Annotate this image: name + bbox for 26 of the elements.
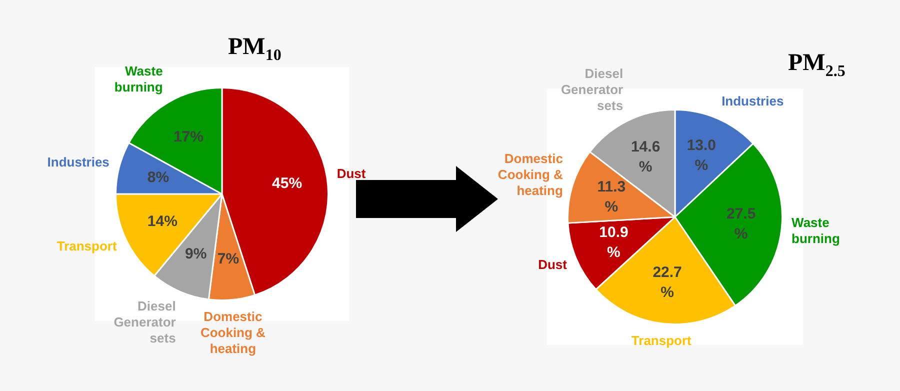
data-label: 9% xyxy=(184,246,207,263)
data-label: 27.5 % xyxy=(726,205,756,242)
slice-label: Industries xyxy=(722,94,784,109)
data-label: 14.6 % xyxy=(630,138,660,176)
slice-label: Domestic Cooking & heating xyxy=(498,151,563,198)
slice-label: Waste burning xyxy=(792,215,840,246)
data-label: 10.9 % xyxy=(599,224,628,261)
slice-label: Dust xyxy=(538,257,568,272)
chart-title: PM$_{2.5}$ xyxy=(788,50,846,81)
data-label: 11.3 % xyxy=(597,178,626,216)
data-label: 22.7 % xyxy=(652,264,682,302)
slice-label: Waste burning xyxy=(114,64,163,95)
slice-label: Diesel Generator sets xyxy=(114,298,176,346)
slice-label: Transport xyxy=(631,332,692,348)
data-label: 7% xyxy=(217,250,240,268)
data-label: 8% xyxy=(147,168,170,186)
data-label: 17% xyxy=(173,128,204,146)
chart-title: PM$_{10}$ xyxy=(228,34,282,65)
data-label: 13.0 % xyxy=(686,137,716,174)
slice-label: Domestic Cooking & heating xyxy=(200,309,266,356)
slice-label: Dust xyxy=(336,166,366,182)
slice-label: Industries xyxy=(47,154,110,170)
data-label: 14% xyxy=(147,213,178,230)
slice-label: Transport xyxy=(56,238,118,254)
slice-label: Diesel Generator sets xyxy=(560,66,624,113)
data-label: 45% xyxy=(272,174,302,192)
